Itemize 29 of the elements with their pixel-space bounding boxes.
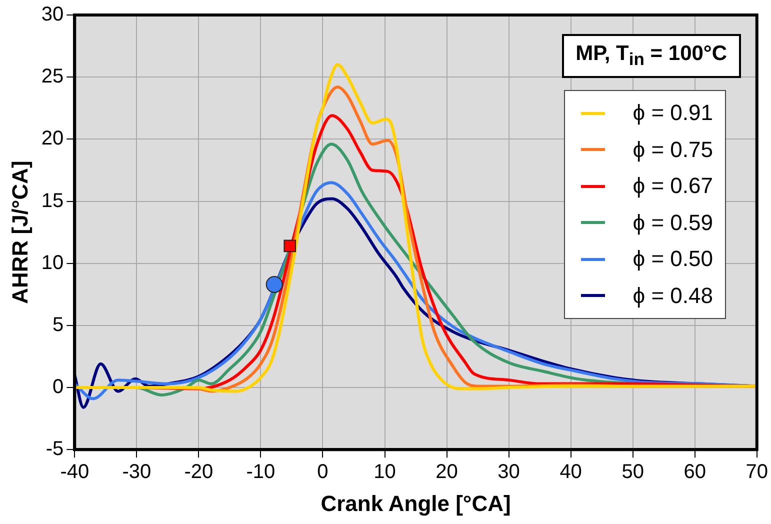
x-tick-label: 50: [622, 461, 644, 484]
x-tick-label: 30: [498, 461, 520, 484]
y-tick-label: 15: [41, 190, 64, 212]
y-tick-label: 30: [41, 4, 64, 26]
legend-title: MP, T$_{in}$ = 100°C: [562, 34, 741, 78]
y-tick-label: 10: [41, 252, 64, 274]
x-tick-label: -10: [246, 461, 276, 484]
y-tick-label: 20: [41, 128, 64, 150]
legend-label: ϕ = 0.75: [632, 136, 713, 163]
x-tick-label: 10: [374, 461, 396, 484]
x-tick-label: 20: [436, 461, 458, 484]
y-tick-label: 25: [41, 66, 64, 88]
y-tick-label: 5: [52, 314, 64, 336]
x-tick-label: 0: [317, 461, 328, 484]
legend-label: ϕ = 0.48: [632, 282, 713, 309]
legend-label: ϕ = 0.67: [632, 173, 713, 200]
x-tick-label: 60: [684, 461, 706, 484]
y-tick-label: -5: [46, 438, 64, 460]
x-tick-label: 40: [560, 461, 582, 484]
legend-label: ϕ = 0.59: [632, 210, 713, 236]
x-tick-label: -30: [122, 461, 152, 484]
y-axis-title: AHRR [J/°CA]: [7, 160, 32, 304]
x-tick-label: 70: [746, 461, 768, 484]
x-axis-title: Crank Angle [°CA]: [320, 490, 511, 516]
x-tick-label: -40: [60, 461, 90, 484]
legend-label: ϕ = 0.91: [632, 100, 713, 126]
legend-label: ϕ = 0.50: [632, 246, 713, 272]
y-tick-label: 0: [52, 376, 64, 398]
x-tick-label: -20: [184, 461, 214, 484]
